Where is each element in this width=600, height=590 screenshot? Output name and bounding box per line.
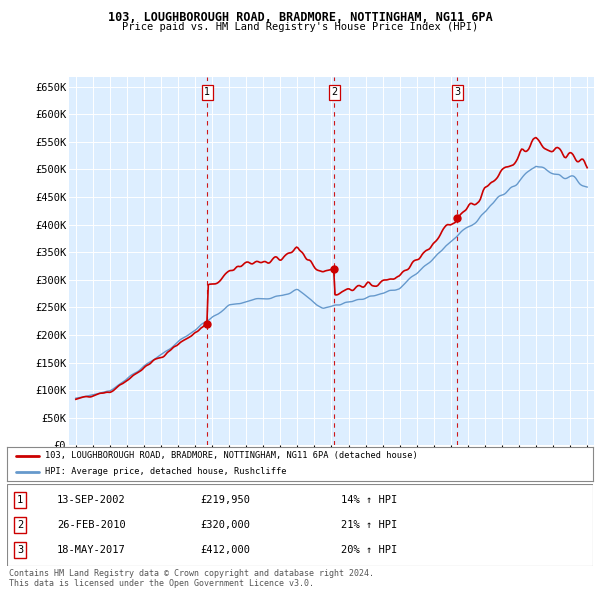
Text: Contains HM Land Registry data © Crown copyright and database right 2024.: Contains HM Land Registry data © Crown c…: [9, 569, 374, 578]
Text: £320,000: £320,000: [200, 520, 250, 530]
Text: 103, LOUGHBOROUGH ROAD, BRADMORE, NOTTINGHAM, NG11 6PA (detached house): 103, LOUGHBOROUGH ROAD, BRADMORE, NOTTIN…: [45, 451, 418, 460]
Text: 18-MAY-2017: 18-MAY-2017: [57, 545, 126, 555]
Text: This data is licensed under the Open Government Licence v3.0.: This data is licensed under the Open Gov…: [9, 579, 314, 588]
Text: 2: 2: [17, 520, 23, 530]
Text: 3: 3: [17, 545, 23, 555]
Text: 26-FEB-2010: 26-FEB-2010: [57, 520, 126, 530]
Text: £412,000: £412,000: [200, 545, 250, 555]
Text: 21% ↑ HPI: 21% ↑ HPI: [341, 520, 397, 530]
Text: £219,950: £219,950: [200, 496, 250, 505]
Text: Price paid vs. HM Land Registry's House Price Index (HPI): Price paid vs. HM Land Registry's House …: [122, 22, 478, 32]
Text: 13-SEP-2002: 13-SEP-2002: [57, 496, 126, 505]
FancyBboxPatch shape: [7, 484, 593, 566]
Text: 14% ↑ HPI: 14% ↑ HPI: [341, 496, 397, 505]
Text: 2: 2: [331, 87, 337, 97]
Text: 103, LOUGHBOROUGH ROAD, BRADMORE, NOTTINGHAM, NG11 6PA: 103, LOUGHBOROUGH ROAD, BRADMORE, NOTTIN…: [107, 11, 493, 24]
Text: 1: 1: [204, 87, 211, 97]
Text: 20% ↑ HPI: 20% ↑ HPI: [341, 545, 397, 555]
Text: 3: 3: [454, 87, 460, 97]
Text: 1: 1: [17, 496, 23, 505]
Text: HPI: Average price, detached house, Rushcliffe: HPI: Average price, detached house, Rush…: [45, 467, 287, 476]
